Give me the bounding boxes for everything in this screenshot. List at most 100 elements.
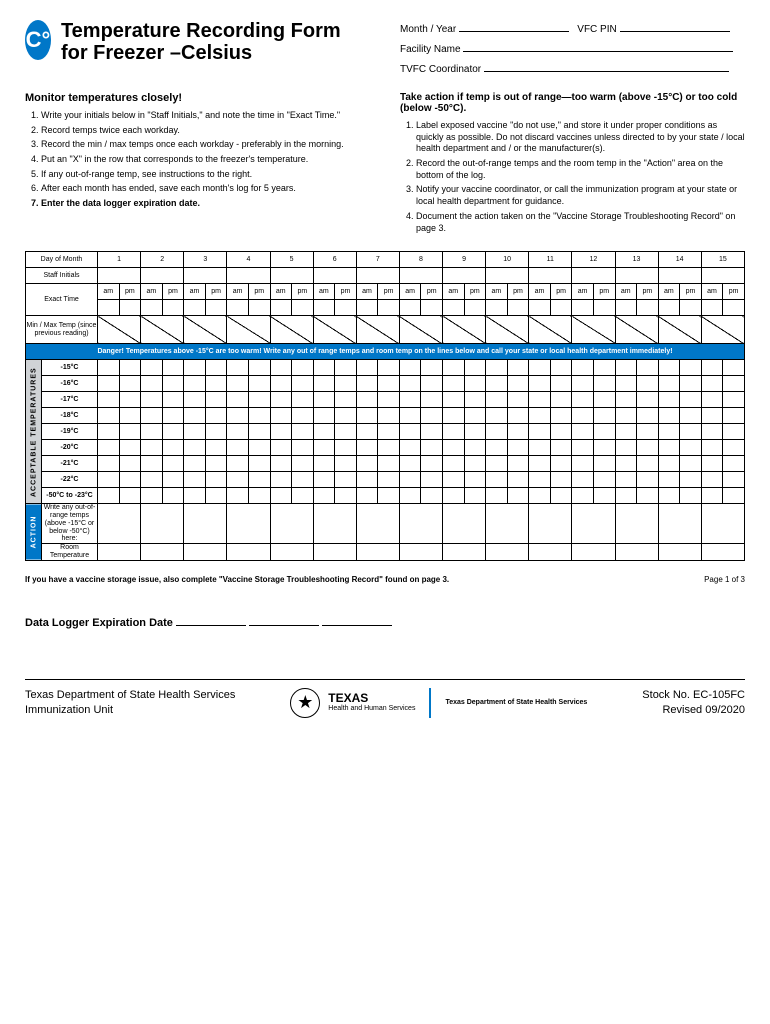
am-label: am bbox=[141, 284, 163, 300]
temp-label: -17°C bbox=[42, 392, 98, 408]
temp-row[interactable]: -19°C bbox=[26, 424, 745, 440]
action-item: Document the action taken on the "Vaccin… bbox=[416, 211, 745, 234]
coordinator-label: TVFC Coordinator bbox=[400, 64, 481, 75]
temp-row[interactable]: -20°C bbox=[26, 440, 745, 456]
day-cell: 11 bbox=[529, 252, 572, 268]
am-label: am bbox=[184, 284, 206, 300]
staff-row[interactable]: Staff Initials bbox=[26, 268, 745, 284]
coordinator-field[interactable]: TVFC Coordinator bbox=[400, 60, 745, 80]
texas-seal-icon: ★ bbox=[290, 688, 320, 718]
temp-row[interactable]: -22°C bbox=[26, 472, 745, 488]
pm-label: pm bbox=[421, 284, 443, 300]
monitor-item: Put an "X" in the row that corresponds t… bbox=[41, 154, 370, 166]
stock-info: Stock No. EC-105FC Revised 09/2020 bbox=[642, 688, 745, 717]
day-cell: 6 bbox=[313, 252, 356, 268]
monitor-item: Write your initials below in "Staff Init… bbox=[41, 110, 370, 122]
month-year-field[interactable]: Month / Year VFC PIN bbox=[400, 20, 745, 40]
pm-label: pm bbox=[723, 284, 745, 300]
am-label: am bbox=[227, 284, 249, 300]
action-heading: Take action if temp is out of range—too … bbox=[400, 92, 745, 114]
temp-label: -50°C to -23°C bbox=[42, 488, 98, 504]
day-cell: 2 bbox=[141, 252, 184, 268]
action-item: Notify your vaccine coordinator, or call… bbox=[416, 184, 745, 207]
action-item: Record the out-of-range temps and the ro… bbox=[416, 158, 745, 181]
temp-row[interactable]: -50°C to -23°C bbox=[26, 488, 745, 504]
day-cell: 5 bbox=[270, 252, 313, 268]
pm-label: pm bbox=[507, 284, 529, 300]
am-label: am bbox=[529, 284, 551, 300]
monitor-final: Enter the data logger expiration date. bbox=[41, 198, 370, 210]
exact-time-row[interactable] bbox=[26, 300, 745, 316]
action-label: ACTION bbox=[26, 504, 42, 560]
pm-label: pm bbox=[464, 284, 486, 300]
am-label: am bbox=[572, 284, 594, 300]
acceptable-label: ACCEPTABLE TEMPERATURES bbox=[26, 360, 42, 504]
monitor-item: Record the min / max temps once each wor… bbox=[41, 139, 370, 151]
texas-logo-block: ★ TEXAS Health and Human Services Texas … bbox=[290, 688, 587, 718]
pm-label: pm bbox=[162, 284, 184, 300]
month-year-label: Month / Year bbox=[400, 24, 456, 35]
ampm-row: Exact Time ampm ampm ampm ampm ampm ampm… bbox=[26, 284, 745, 300]
day-cell: 15 bbox=[701, 252, 744, 268]
temp-label: -21°C bbox=[42, 456, 98, 472]
am-label: am bbox=[313, 284, 335, 300]
temp-label: -20°C bbox=[42, 440, 98, 456]
pm-label: pm bbox=[248, 284, 270, 300]
am-label: am bbox=[98, 284, 120, 300]
day-cell: 3 bbox=[184, 252, 227, 268]
temp-label: -22°C bbox=[42, 472, 98, 488]
form-title: Temperature Recording Form for Freezer –… bbox=[61, 20, 370, 64]
day-row: Day of Month 1 2 3 4 5 6 7 8 9 10 11 12 … bbox=[26, 252, 745, 268]
staff-initials-label: Staff Initials bbox=[26, 268, 98, 284]
day-cell: 14 bbox=[658, 252, 701, 268]
action-write-row[interactable]: ACTION Write any out-of-range temps (abo… bbox=[26, 504, 745, 544]
temp-label: -15°C bbox=[42, 360, 98, 376]
monitor-list: Write your initials below in "Staff Init… bbox=[25, 110, 370, 210]
footer-note: If you have a vaccine storage issue, als… bbox=[25, 575, 449, 584]
monitor-item: After each month has ended, save each mo… bbox=[41, 183, 370, 195]
temp-row[interactable]: -18°C bbox=[26, 408, 745, 424]
pm-label: pm bbox=[550, 284, 572, 300]
am-label: am bbox=[486, 284, 508, 300]
temp-label: -16°C bbox=[42, 376, 98, 392]
room-temp-label: Room Temperature bbox=[42, 544, 98, 560]
am-label: am bbox=[399, 284, 421, 300]
day-cell: 12 bbox=[572, 252, 615, 268]
day-cell: 10 bbox=[486, 252, 529, 268]
temp-row[interactable]: -16°C bbox=[26, 376, 745, 392]
exact-time-label: Exact Time bbox=[26, 284, 98, 316]
pm-label: pm bbox=[378, 284, 400, 300]
am-label: am bbox=[615, 284, 637, 300]
day-cell: 1 bbox=[98, 252, 141, 268]
day-cell: 4 bbox=[227, 252, 270, 268]
day-of-month-label: Day of Month bbox=[26, 252, 98, 268]
pm-label: pm bbox=[593, 284, 615, 300]
action-item: Label exposed vaccine "do not use," and … bbox=[416, 120, 745, 155]
am-label: am bbox=[443, 284, 465, 300]
celsius-badge: C° bbox=[25, 20, 51, 60]
temp-label: -18°C bbox=[42, 408, 98, 424]
day-cell: 13 bbox=[615, 252, 658, 268]
temp-row[interactable]: ACCEPTABLE TEMPERATURES -15°C bbox=[26, 360, 745, 376]
day-cell: 7 bbox=[356, 252, 399, 268]
day-cell: 9 bbox=[443, 252, 486, 268]
pm-label: pm bbox=[119, 284, 141, 300]
temp-row[interactable]: -17°C bbox=[26, 392, 745, 408]
dept-info: Texas Department of State Health Service… bbox=[25, 688, 235, 717]
data-logger-date[interactable]: Data Logger Expiration Date bbox=[25, 614, 745, 629]
dl-date-label: Data Logger Expiration Date bbox=[25, 617, 173, 629]
facility-field[interactable]: Facility Name bbox=[400, 40, 745, 60]
room-temp-row[interactable]: Room Temperature bbox=[26, 544, 745, 560]
day-cell: 8 bbox=[399, 252, 442, 268]
minmax-row[interactable]: Min / Max Temp (since previous reading) bbox=[26, 316, 745, 344]
pm-label: pm bbox=[335, 284, 357, 300]
monitor-heading: Monitor temperatures closely! bbox=[25, 92, 370, 104]
monitor-item: If any out-of-range temp, see instructio… bbox=[41, 169, 370, 181]
temp-row[interactable]: -21°C bbox=[26, 456, 745, 472]
pm-label: pm bbox=[205, 284, 227, 300]
temperature-grid: Day of Month 1 2 3 4 5 6 7 8 9 10 11 12 … bbox=[25, 251, 745, 560]
action-text-label: Write any out-of-range temps (above -15°… bbox=[42, 504, 98, 544]
pm-label: pm bbox=[292, 284, 314, 300]
am-label: am bbox=[270, 284, 292, 300]
action-list: Label exposed vaccine "do not use," and … bbox=[400, 120, 745, 234]
